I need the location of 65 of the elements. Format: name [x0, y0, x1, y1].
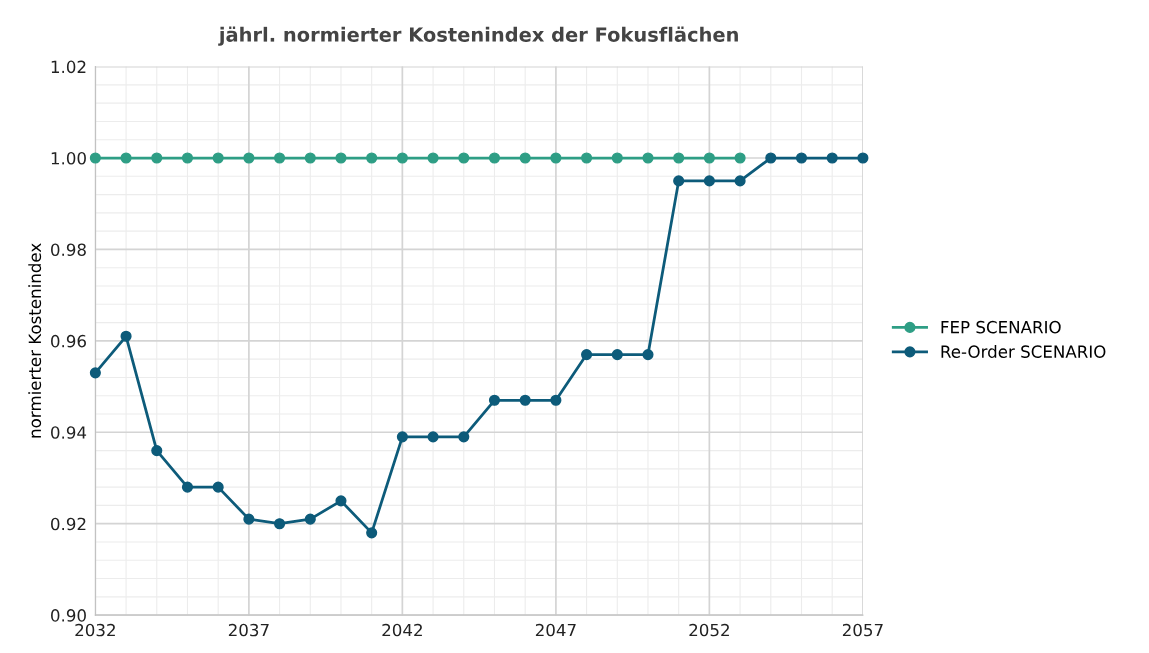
x-tick-label: 2047 — [535, 623, 576, 637]
point — [826, 152, 838, 164]
point — [703, 152, 715, 164]
point — [611, 349, 623, 361]
point — [181, 481, 194, 493]
point — [181, 152, 194, 164]
point — [212, 152, 224, 164]
point — [427, 152, 439, 164]
point — [519, 152, 531, 164]
point — [335, 495, 347, 507]
point — [765, 152, 777, 164]
point — [274, 152, 286, 164]
point — [151, 445, 163, 457]
point — [458, 431, 470, 443]
y-tick-label: 0.94 — [51, 426, 87, 439]
x-tick-label: 2042 — [382, 623, 422, 637]
point — [673, 152, 685, 164]
point — [611, 152, 623, 164]
point — [642, 152, 654, 164]
point — [274, 518, 286, 530]
legend-label: Re-Order SCENARIO — [941, 345, 1106, 358]
point — [581, 152, 593, 164]
point — [89, 152, 101, 164]
legend-label: FEP SCENARIO — [941, 320, 1061, 334]
x-tick-label: 2052 — [689, 623, 729, 637]
point — [396, 152, 408, 164]
point — [488, 394, 501, 406]
y-tick-label: 0.98 — [51, 243, 86, 257]
x-tick-label: 2037 — [228, 623, 269, 637]
point — [120, 330, 132, 342]
point — [335, 152, 347, 164]
y-tick-label: 0.90 — [51, 609, 86, 622]
point — [581, 349, 593, 361]
point — [550, 394, 562, 406]
point — [488, 152, 501, 164]
point — [673, 175, 685, 187]
x-tick-label: 2032 — [75, 623, 115, 637]
point — [703, 175, 715, 187]
point — [427, 431, 439, 443]
point — [519, 394, 531, 406]
point — [458, 152, 470, 164]
point — [366, 527, 378, 539]
point — [795, 152, 808, 164]
y-tick-label: 1.00 — [51, 151, 86, 165]
point — [734, 175, 746, 187]
y-tick-label: 1.02 — [51, 60, 86, 74]
point — [243, 152, 255, 164]
point — [366, 152, 378, 164]
point — [120, 152, 132, 164]
point — [642, 349, 654, 361]
point — [304, 152, 316, 164]
y-tick-label: 0.96 — [51, 334, 86, 348]
point — [550, 152, 562, 164]
y-tick-label: 0.92 — [51, 517, 86, 531]
point — [89, 367, 101, 379]
point — [212, 481, 224, 493]
point — [396, 431, 408, 443]
x-tick-label: 2057 — [842, 623, 883, 637]
point — [151, 152, 163, 164]
point — [734, 152, 746, 164]
point — [857, 152, 869, 164]
y-axis-title: normierter Kostenindex — [28, 243, 42, 438]
point — [304, 513, 316, 525]
chart-title: jährl. normierter Kostenindex der Fokusflächen — [218, 26, 738, 46]
point — [243, 513, 255, 525]
